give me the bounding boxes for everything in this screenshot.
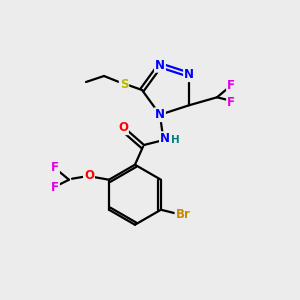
Text: F: F xyxy=(51,161,59,174)
Text: N: N xyxy=(155,108,165,121)
Text: F: F xyxy=(51,181,59,194)
Text: N: N xyxy=(184,68,194,81)
Text: S: S xyxy=(120,77,128,91)
Text: Br: Br xyxy=(176,208,190,221)
Text: O: O xyxy=(118,121,128,134)
Text: F: F xyxy=(227,96,235,109)
Text: H: H xyxy=(171,135,179,145)
Text: N: N xyxy=(160,132,170,145)
Text: O: O xyxy=(84,169,94,182)
Text: N: N xyxy=(155,59,165,72)
Text: F: F xyxy=(227,79,235,92)
